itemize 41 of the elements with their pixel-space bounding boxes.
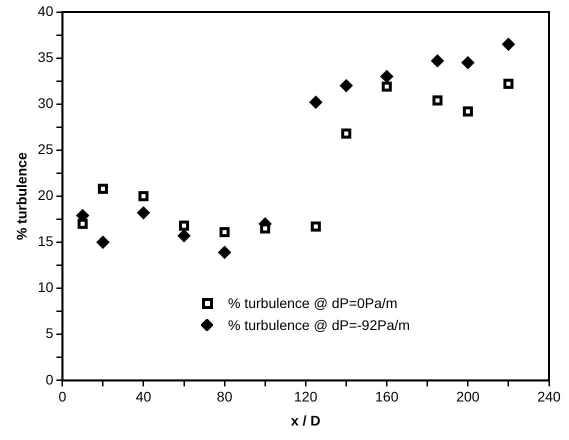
- y-tick-label: 30: [38, 94, 54, 111]
- point: [432, 95, 443, 106]
- legend-label: % turbulence @ dP=-92Pa/m: [228, 317, 410, 333]
- y-tick-label: 20: [38, 187, 54, 204]
- y-axis-title: % turbulence: [13, 152, 30, 240]
- point: [341, 128, 352, 139]
- point: [78, 218, 88, 229]
- x-tick-label: 200: [456, 388, 480, 405]
- point: [503, 78, 514, 89]
- x-tick-label: 40: [136, 388, 152, 405]
- x-tick-label: 160: [375, 388, 399, 405]
- point: [138, 191, 149, 202]
- y-tick-label: 40: [38, 2, 54, 19]
- point: [96, 236, 110, 249]
- point: [98, 184, 108, 194]
- y-tick-label: 5: [46, 325, 54, 342]
- x-tick-label: 80: [216, 388, 233, 405]
- point: [430, 54, 444, 68]
- y-tick-label: 35: [38, 48, 54, 65]
- point: [310, 222, 321, 232]
- x-tick-label: 120: [294, 388, 318, 405]
- point: [461, 56, 474, 70]
- y-tick-label: 10: [38, 279, 54, 296]
- legend-label: % turbulence @ dP=0Pa/m: [228, 295, 398, 311]
- point: [462, 106, 473, 117]
- y-tick-label: 15: [38, 233, 54, 250]
- point: [340, 79, 353, 92]
- point: [136, 206, 150, 220]
- x-tick-label: 240: [537, 388, 561, 405]
- y-tick-label: 0: [46, 371, 54, 388]
- point: [178, 220, 190, 231]
- point: [502, 38, 515, 51]
- x-tick-label: 0: [58, 388, 66, 405]
- point: [309, 96, 322, 109]
- point: [380, 70, 394, 83]
- x-axis-title: x / D: [290, 412, 320, 428]
- point: [220, 227, 230, 238]
- point: [218, 246, 232, 259]
- y-tick-label: 25: [38, 141, 54, 158]
- point: [382, 82, 392, 92]
- point: [178, 229, 191, 242]
